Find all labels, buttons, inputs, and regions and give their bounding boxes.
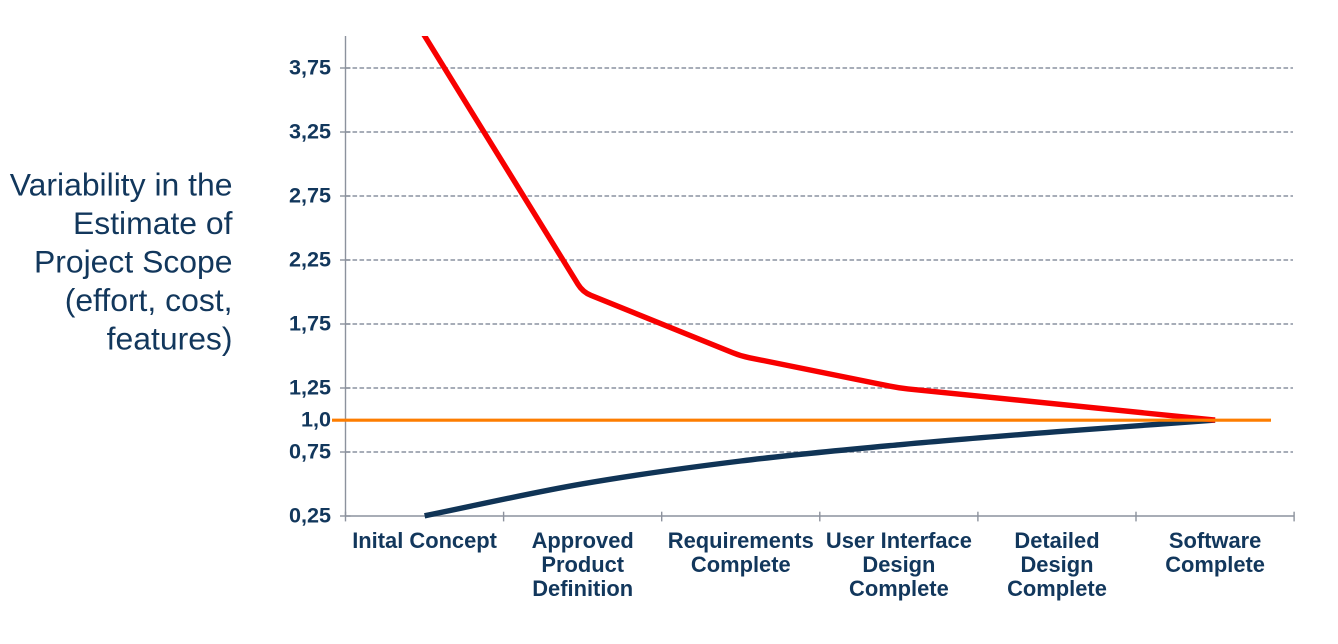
svg-text:features): features): [107, 321, 233, 357]
svg-text:Detailed: Detailed: [1014, 528, 1099, 553]
svg-text:Project Scope: Project Scope: [34, 244, 233, 280]
svg-text:Product: Product: [541, 552, 624, 577]
svg-text:0,75: 0,75: [289, 439, 331, 464]
svg-text:Design: Design: [1021, 552, 1094, 577]
svg-text:1,75: 1,75: [289, 311, 331, 336]
svg-text:Design: Design: [862, 552, 935, 577]
svg-text:Software: Software: [1169, 528, 1261, 553]
svg-text:2,25: 2,25: [289, 247, 331, 272]
svg-text:1,25: 1,25: [289, 375, 331, 400]
svg-text:Complete: Complete: [1165, 552, 1265, 577]
svg-text:0,25: 0,25: [289, 503, 331, 528]
svg-text:3,75: 3,75: [289, 55, 331, 80]
svg-text:Inital Concept: Inital Concept: [352, 528, 497, 553]
svg-text:Complete: Complete: [849, 576, 949, 601]
svg-text:Definition: Definition: [532, 576, 633, 601]
svg-text:Complete: Complete: [691, 552, 791, 577]
svg-text:Estimate of: Estimate of: [73, 205, 233, 241]
svg-text:User Interface: User Interface: [826, 528, 972, 553]
svg-text:1,0: 1,0: [301, 407, 331, 432]
svg-text:Requirements: Requirements: [668, 528, 814, 553]
svg-text:3,25: 3,25: [289, 119, 331, 144]
svg-text:2,75: 2,75: [289, 183, 331, 208]
svg-text:Variability in the: Variability in the: [10, 167, 233, 203]
svg-text:(effort, cost,: (effort, cost,: [65, 282, 233, 318]
svg-text:Complete: Complete: [1007, 576, 1107, 601]
svg-text:Approved: Approved: [532, 528, 634, 553]
